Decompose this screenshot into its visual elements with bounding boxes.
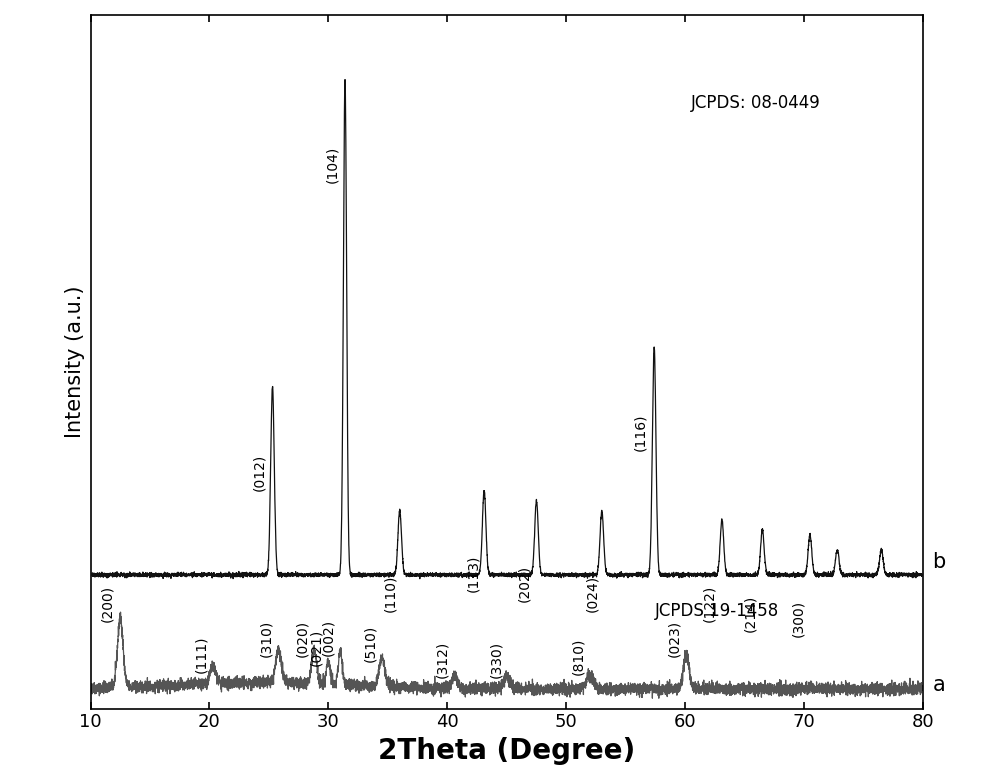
Text: b: b (932, 552, 946, 573)
Text: (012): (012) (252, 453, 266, 491)
Text: (214): (214) (743, 594, 757, 632)
Text: (312): (312) (436, 640, 450, 678)
Text: a: a (932, 675, 945, 695)
Text: (122): (122) (702, 585, 716, 622)
Y-axis label: Intensity (a.u.): Intensity (a.u.) (65, 285, 85, 438)
Text: (330): (330) (489, 640, 503, 678)
X-axis label: 2Theta (Degree): 2Theta (Degree) (378, 737, 635, 765)
Text: JCPDS 19-1458: JCPDS 19-1458 (655, 602, 780, 620)
Text: (202): (202) (518, 565, 532, 602)
Text: (300): (300) (791, 600, 805, 636)
Text: (002): (002) (321, 619, 335, 655)
Text: (510): (510) (363, 624, 377, 661)
Text: (200): (200) (100, 585, 114, 622)
Text: (020): (020) (295, 619, 309, 657)
Text: (113): (113) (466, 555, 480, 592)
Text: (110): (110) (383, 575, 397, 612)
Text: (310): (310) (260, 619, 274, 657)
Text: (104): (104) (325, 146, 339, 183)
Text: (023): (023) (667, 619, 681, 657)
Text: (021): (021) (309, 629, 323, 666)
Text: (024): (024) (585, 575, 599, 612)
Text: (116): (116) (633, 413, 647, 451)
Text: JCPDS: 08-0449: JCPDS: 08-0449 (691, 94, 821, 112)
Text: (810): (810) (571, 637, 585, 675)
Text: (111): (111) (194, 636, 208, 673)
